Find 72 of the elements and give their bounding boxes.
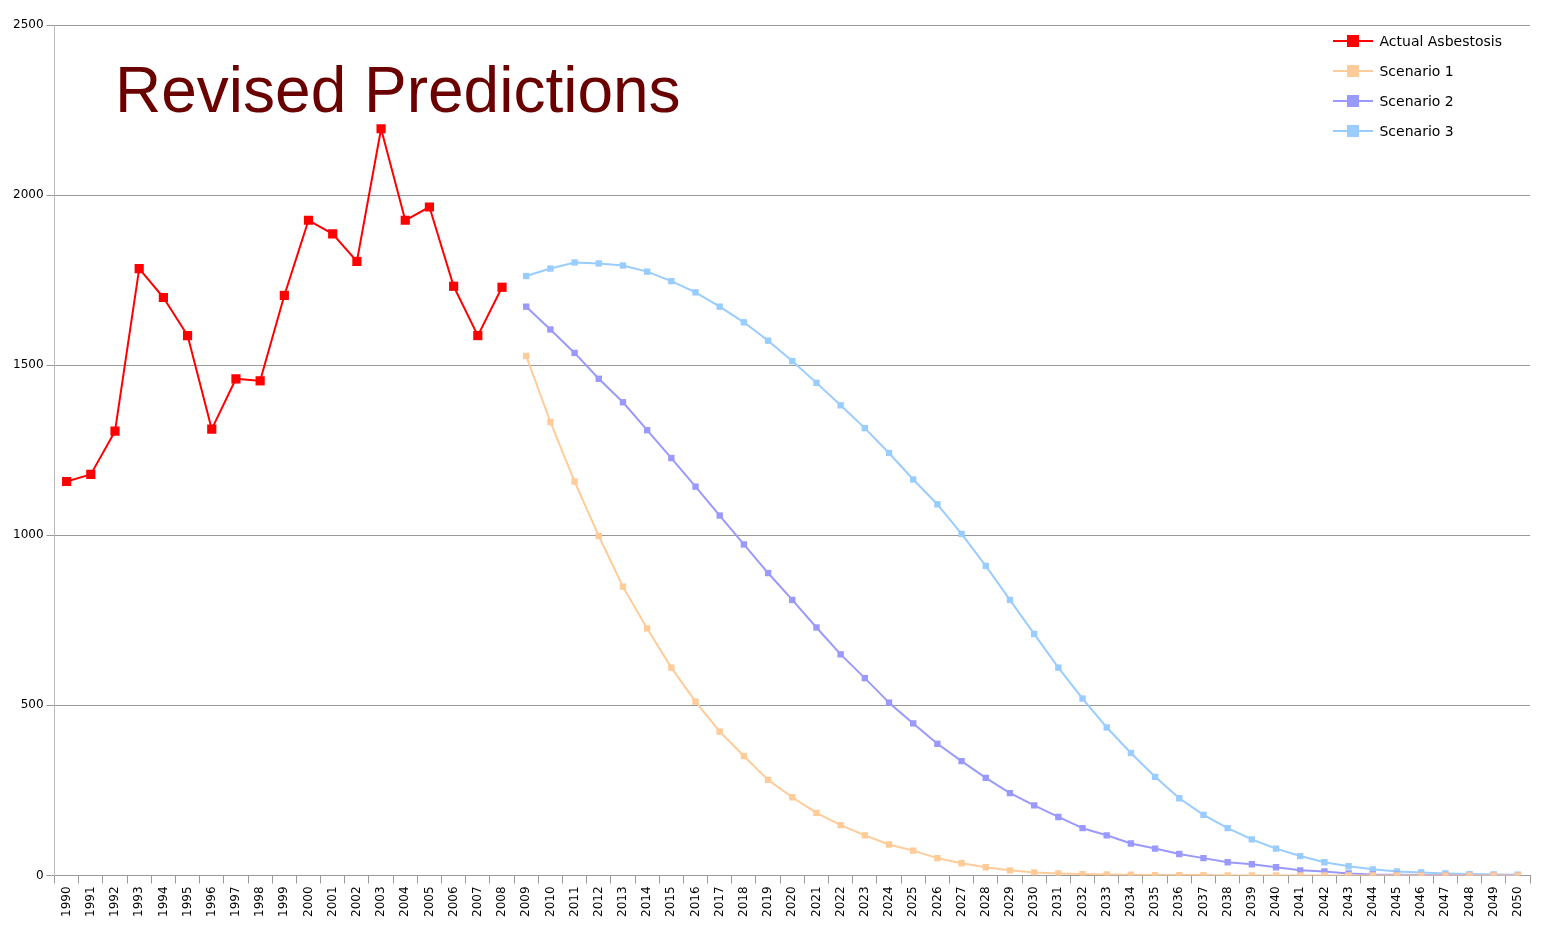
y-tick-label: 0 — [35, 867, 44, 882]
x-tick-label: 1990 — [58, 886, 73, 918]
x-tick-label: 2024 — [881, 886, 896, 918]
x-tick-label: 2000 — [300, 886, 315, 918]
text: Revised Predictions — [115, 54, 681, 126]
y-tick-label: 1000 — [12, 527, 44, 542]
x-tick-label: 2037 — [1195, 886, 1210, 918]
x-tick-label: 2015 — [663, 886, 678, 918]
y-tick-label: 1500 — [12, 357, 44, 372]
x-tick-label: 2025 — [905, 886, 920, 918]
x-tick-label: 2028 — [977, 886, 992, 918]
legend-label: Scenario 1 — [1379, 63, 1454, 79]
x-tick-label: 2008 — [494, 886, 509, 918]
x-tick-label: 2039 — [1243, 886, 1258, 918]
x-tick-label: 2035 — [1147, 886, 1162, 918]
x-tick-label: 2018 — [736, 886, 751, 918]
x-tick-label: 2021 — [808, 886, 823, 918]
x-tick-label: 2047 — [1437, 886, 1452, 918]
x-tick-label: 2029 — [1002, 886, 1017, 918]
x-tick-label: 1999 — [276, 886, 291, 918]
y-tick-label: 2500 — [12, 17, 44, 32]
x-tick-label: 2007 — [469, 886, 484, 918]
x-tick-label: 2045 — [1389, 886, 1404, 918]
x-tick-label: 2023 — [856, 886, 871, 918]
x-tick-label: 2013 — [615, 886, 630, 918]
x-tick-label: 2014 — [639, 886, 654, 918]
legend-label: Scenario 2 — [1379, 93, 1454, 109]
x-tick-label: 1997 — [228, 886, 243, 918]
x-tick-label: 1998 — [252, 886, 267, 918]
x-tick-label: 1994 — [155, 886, 170, 918]
x-tick-label: 2031 — [1050, 886, 1065, 918]
x-tick-label: 2049 — [1485, 886, 1500, 918]
x-tick-label: 2026 — [929, 886, 944, 918]
x-tick-label: 2042 — [1316, 886, 1331, 918]
x-tick-label: 1992 — [107, 886, 122, 918]
x-tick-label: 2017 — [711, 886, 726, 918]
x-tick-label: 2033 — [1098, 886, 1113, 918]
x-tick-label: 2009 — [518, 886, 533, 918]
x-tick-label: 2002 — [349, 886, 364, 918]
y-tick-label: 2000 — [12, 187, 44, 202]
x-tick-label: 2019 — [760, 886, 775, 918]
x-tick-label: 2043 — [1340, 886, 1355, 918]
x-tick-label: 2046 — [1413, 886, 1428, 918]
x-tick-label: 2001 — [324, 886, 339, 918]
x-tick-label: 2006 — [445, 886, 460, 918]
x-tick-label: 1995 — [179, 886, 194, 918]
x-tick-label: 1993 — [131, 886, 146, 918]
x-tick-label: 2040 — [1268, 886, 1283, 918]
x-tick-label: 2041 — [1292, 886, 1307, 918]
x-tick-label: 2030 — [1026, 886, 1041, 918]
x-tick-label: 2038 — [1219, 886, 1234, 918]
y-tick-label: 500 — [20, 697, 44, 712]
x-tick-label: 2004 — [397, 886, 412, 918]
x-tick-label: 2010 — [542, 886, 557, 918]
x-tick-label: 2005 — [421, 886, 436, 918]
x-tick-label: 2050 — [1510, 886, 1525, 918]
x-tick-label: 2036 — [1171, 886, 1186, 918]
x-tick-label: 2048 — [1461, 886, 1476, 918]
x-tick-label: 2003 — [373, 886, 388, 918]
x-tick-label: 2020 — [784, 886, 799, 918]
x-tick-label: 2012 — [590, 886, 605, 918]
x-tick-label: 2032 — [1074, 886, 1089, 918]
x-tick-label: 2027 — [953, 886, 968, 918]
x-tick-label: 2016 — [687, 886, 702, 918]
legend-label: Scenario 3 — [1379, 123, 1454, 139]
x-tick-label: 2034 — [1123, 886, 1138, 918]
x-tick-label: 2022 — [832, 886, 847, 918]
x-tick-label: 1996 — [203, 886, 218, 918]
legend-label: Actual Asbestosis — [1379, 33, 1502, 49]
x-tick-label: 2011 — [566, 886, 581, 918]
x-tick-label: 1991 — [82, 886, 97, 918]
x-tick-label: 2044 — [1364, 886, 1379, 918]
